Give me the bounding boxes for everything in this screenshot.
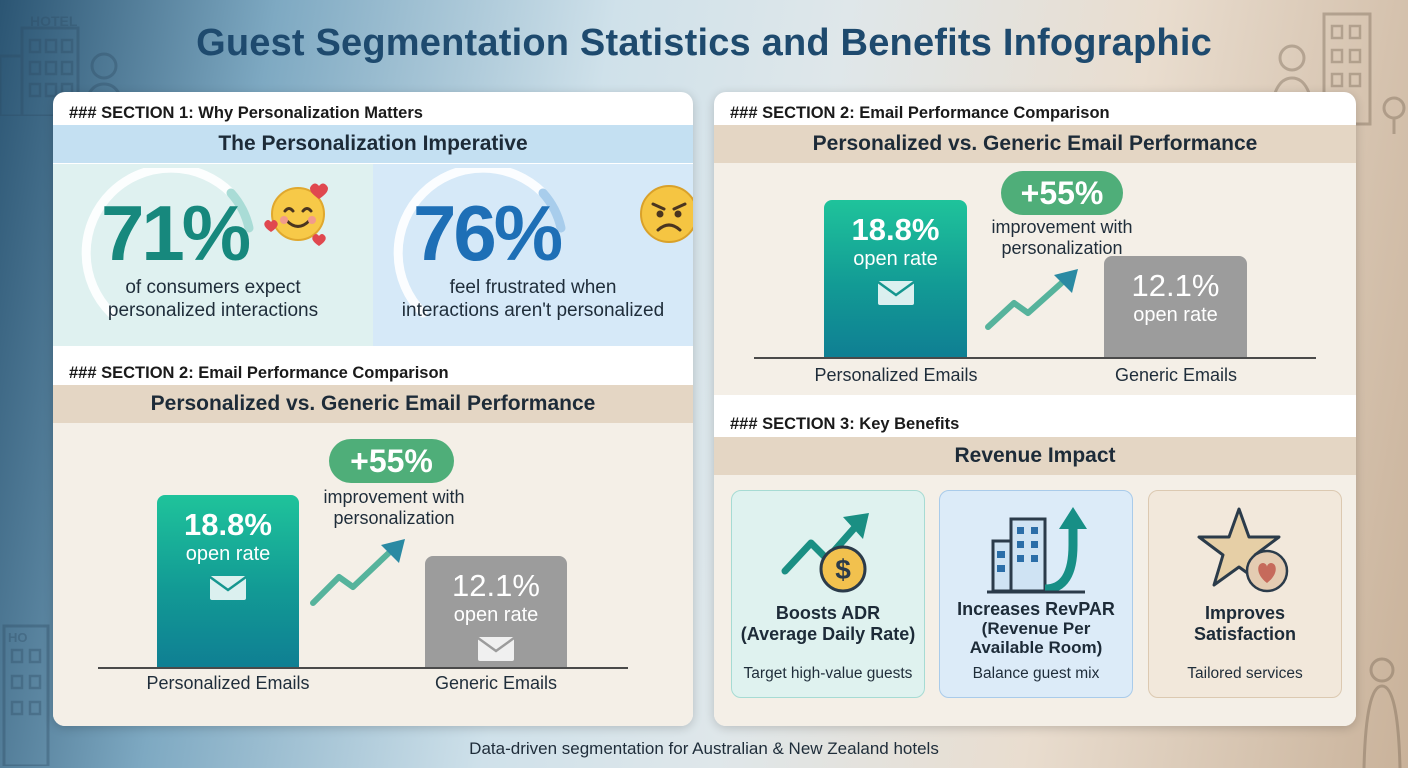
building-arrow-up-icon [987,507,1087,594]
axis-label-personalized: Personalized Emails [146,673,310,693]
benefit-adr-title-2: (Average Daily Rate) [740,624,916,644]
stat-card-frustrated: 76% feel frustrated when interactions ar… [373,164,693,346]
bar-generic-sublabel: open rate [453,604,539,626]
svg-text:HOTEL: HOTEL [30,13,78,29]
bar-generic-value: 12.1% [1131,268,1220,303]
stat-76-text-2: interactions aren't personalized [401,300,665,321]
improvement-text-1: improvement with [991,217,1133,237]
bar-personalized: 18.8% open rate [157,495,299,667]
right-panel: ### SECTION 2: Email Performance Compari… [714,92,1356,726]
improvement-text-2: personalization [333,508,455,528]
bar-personalized-sublabel: open rate [853,248,938,270]
left-panel: ### SECTION 1: Why Personalization Matte… [53,92,693,726]
section1-label: ### SECTION 1: Why Personalization Matte… [69,104,423,122]
improvement-text-2: personalization [1001,238,1123,258]
benefit-revpar-title-3: Available Room) [969,638,1103,657]
frustrated-face-icon [640,185,693,243]
footer-caption: Data-driven segmentation for Australian … [469,739,939,758]
section3-label: ### SECTION 3: Key Benefits [730,415,960,433]
benefit-satisfaction-title-2: Satisfaction [1193,624,1297,644]
progress-ring-icon [393,168,566,318]
benefit-satisfaction-subtitle: Tailored services [1187,665,1303,682]
trend-arrow-icon [310,539,405,606]
page-title: Guest Segmentation Statistics and Benefi… [196,22,1212,64]
benefit-card-adr: $ Boosts ADR (Average Daily Rate) Target… [731,490,925,698]
envelope-icon [209,575,247,600]
hotel-building-icon: HO [2,624,50,766]
stat-76-value: 76% [413,189,563,277]
benefit-card-satisfaction: Improves Satisfaction Tailored services [1148,490,1342,698]
smiling-face-hearts-icon [264,183,328,246]
axis-label-personalized: Personalized Emails [814,365,978,385]
stat-76-text-1: feel frustrated when [449,277,617,298]
bar-personalized: 18.8% open rate [824,200,967,357]
improvement-badge: +55% [329,439,454,483]
bar-generic: 12.1% open rate [425,556,567,667]
bar-generic: 12.1% open rate [1104,256,1247,357]
envelope-icon [477,636,515,661]
chart-baseline [98,667,628,669]
luggage-guest-icon [1362,657,1402,768]
benefit-satisfaction-title-1: Improves [1204,603,1286,623]
trend-arrow-icon [985,269,1078,330]
bar-personalized-value: 18.8% [851,212,940,247]
email-comparison-chart: 18.8% open rate 12.1% open rate Personal… [53,423,693,726]
star-heart-icon [1197,507,1289,593]
envelope-icon [876,280,915,305]
axis-label-generic: Generic Emails [1114,365,1238,385]
benefit-adr-title-1: Boosts ADR [775,603,881,623]
improvement-text-1: improvement with [323,487,465,507]
stat-71-text-1: of consumers expect [125,277,301,298]
svg-text:$: $ [835,554,851,585]
benefit-revpar-subtitle: Balance guest mix [972,665,1100,682]
section3-heading: Revenue Impact [714,437,1356,475]
bar-personalized-sublabel: open rate [185,543,271,565]
stat-71-value: 71% [101,189,251,277]
stat-card-expect: 71% of consumers expect personalized int… [53,164,373,346]
section2-heading: Personalized vs. Generic Email Performan… [714,125,1356,163]
section2-heading: Personalized vs. Generic Email Performan… [53,385,693,423]
section2-label: ### SECTION 2: Email Performance Compari… [730,104,1110,122]
section1-heading: The Personalization Imperative [53,125,693,163]
bar-personalized-value: 18.8% [184,507,272,542]
axis-label-generic: Generic Emails [434,673,558,693]
progress-ring-icon [81,168,254,318]
benefit-adr-subtitle: Target high-value guests [743,665,913,682]
bar-generic-value: 12.1% [452,568,540,603]
dollar-growth-icon: $ [781,513,869,593]
svg-text:HO: HO [8,630,28,645]
email-comparison-chart: 18.8% open rate 12.1% open rate Personal… [714,163,1356,395]
improvement-badge: +55% [1001,171,1123,215]
section2-label: ### SECTION 2: Email Performance Compari… [69,364,449,382]
benefit-revpar-title-2: (Revenue Per [981,619,1091,638]
benefit-revpar-title-1: Increases RevPAR [957,599,1115,619]
stat-71-text-2: personalized interactions [107,300,319,321]
bar-generic-sublabel: open rate [1133,304,1218,326]
benefit-card-revpar: Increases RevPAR (Revenue Per Available … [939,490,1133,698]
chart-baseline [754,357,1316,359]
